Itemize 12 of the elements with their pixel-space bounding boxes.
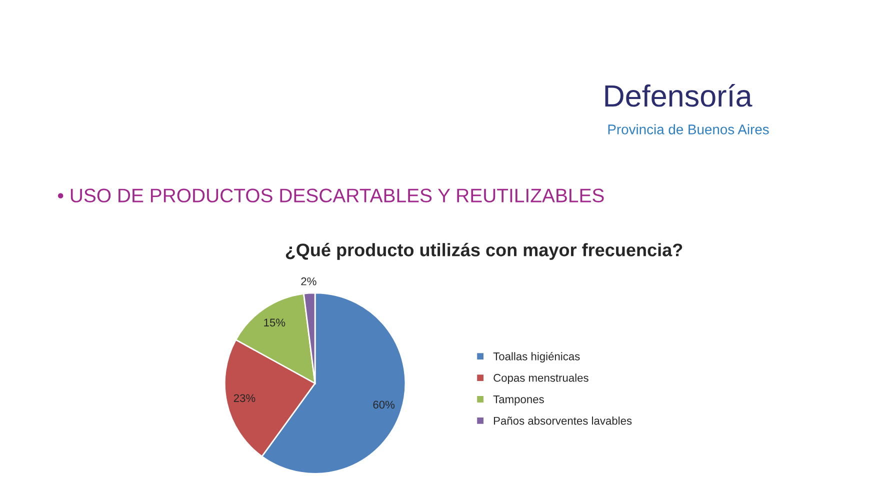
data-label: 15% <box>264 318 286 326</box>
legend-label: Toallas higiénicas <box>493 352 580 363</box>
legend-label: Tampones <box>493 396 544 406</box>
data-label: 60% <box>373 400 395 409</box>
data-label: 23% <box>234 394 256 402</box>
text: Defensoría <box>605 84 752 107</box>
data-label: 2% <box>301 277 316 286</box>
chart-subtitle: • USO DE PRODUCTOS DESCARTABLES Y REUTILIZABLES <box>58 188 604 202</box>
chart-title: ¿Qué producto utilizás con mayor frecuencia? <box>286 242 682 260</box>
text: Provincia de Buenos Aires <box>608 124 769 134</box>
legend-label: Copas menstruales <box>494 374 588 384</box>
legend-label: Paños absorventes lavables <box>494 416 632 425</box>
